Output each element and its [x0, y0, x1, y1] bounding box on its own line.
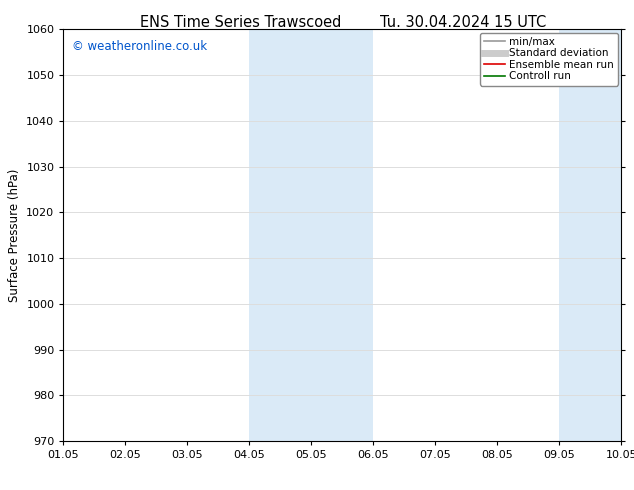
- Text: Tu. 30.04.2024 15 UTC: Tu. 30.04.2024 15 UTC: [380, 15, 546, 30]
- Y-axis label: Surface Pressure (hPa): Surface Pressure (hPa): [8, 169, 21, 302]
- Text: © weatheronline.co.uk: © weatheronline.co.uk: [72, 40, 207, 53]
- Legend: min/max, Standard deviation, Ensemble mean run, Controll run: min/max, Standard deviation, Ensemble me…: [480, 32, 618, 86]
- Bar: [559, 29, 621, 441]
- Bar: [249, 29, 373, 441]
- Text: ENS Time Series Trawscoed: ENS Time Series Trawscoed: [140, 15, 342, 30]
